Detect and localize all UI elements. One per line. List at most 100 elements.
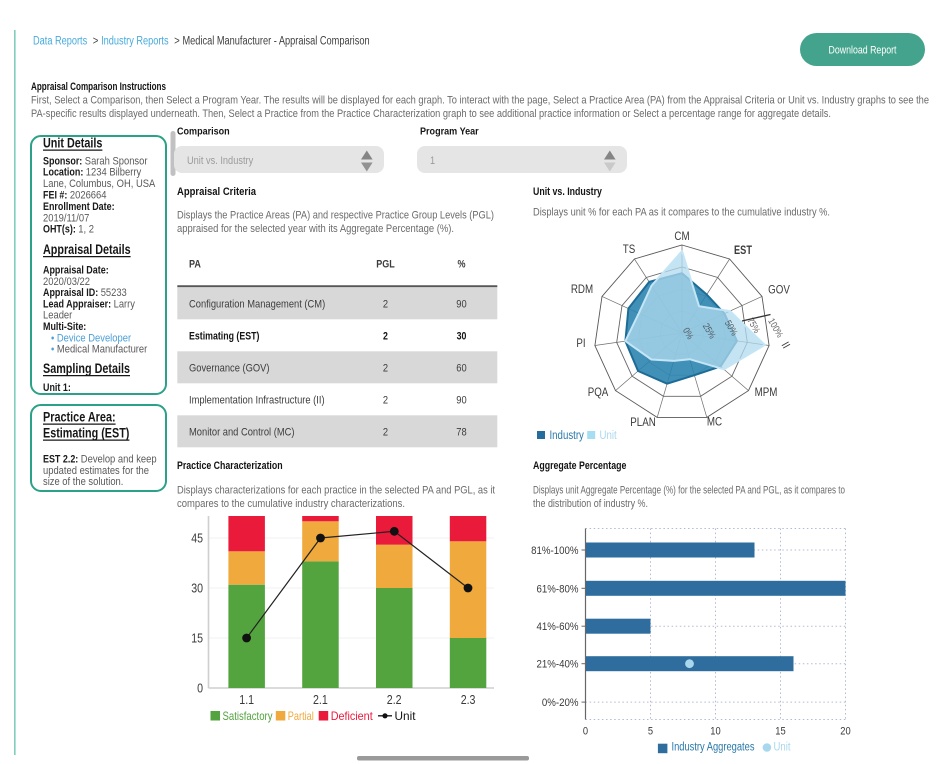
- svg-text:Industry Aggregates: Industry Aggregates: [672, 742, 755, 754]
- svg-text:Download Report: Download Report: [829, 45, 897, 57]
- svg-text:Implementation Infrastructure: Implementation Infrastructure (II): [189, 394, 325, 406]
- svg-text:Practice Area:: Practice Area:: [43, 410, 116, 425]
- svg-text:Sampling Details: Sampling Details: [43, 361, 130, 376]
- svg-text:size of the solution.: size of the solution.: [43, 476, 123, 488]
- svg-text:2: 2: [383, 362, 388, 374]
- svg-text:78: 78: [456, 426, 466, 438]
- svg-text:PA: PA: [189, 259, 201, 271]
- svg-text:CM: CM: [674, 231, 689, 243]
- svg-text:Leader: Leader: [43, 310, 73, 322]
- svg-text:Configuration Management (CM): Configuration Management (CM): [189, 298, 325, 310]
- svg-text:TS: TS: [623, 244, 636, 256]
- svg-text:Data Reports: Data Reports: [33, 36, 87, 48]
- svg-text:>: >: [93, 36, 99, 48]
- svg-text:%: %: [458, 259, 466, 271]
- svg-text:Monitor and Control (MC): Monitor and Control (MC): [189, 426, 295, 438]
- svg-text:Estimating (EST): Estimating (EST): [189, 330, 260, 342]
- svg-text:2026664: 2026664: [70, 190, 107, 202]
- svg-text:0%-20%: 0%-20%: [542, 697, 579, 709]
- svg-text:90: 90: [456, 298, 466, 310]
- svg-text:0: 0: [197, 681, 203, 695]
- svg-text:Unit: Unit: [600, 430, 618, 442]
- svg-text:2: 2: [383, 394, 388, 406]
- svg-text:Medical Manufacturer - Apprais: Medical Manufacturer - Appraisal Compari…: [183, 36, 370, 48]
- svg-text:2019/11/07: 2019/11/07: [43, 212, 89, 224]
- svg-text:30: 30: [457, 330, 467, 342]
- svg-text:the distribution of industry %: the distribution of industry %.: [533, 498, 648, 510]
- svg-text:OHT(s):: OHT(s):: [43, 224, 76, 236]
- svg-text:Industry: Industry: [550, 430, 585, 442]
- svg-text:MPM: MPM: [755, 387, 778, 399]
- svg-text:FEI #:: FEI #:: [43, 190, 67, 202]
- svg-text:1, 2: 1, 2: [78, 224, 94, 236]
- svg-text:appraised for the selected yea: appraised for the selected year with its…: [177, 223, 454, 235]
- svg-text:30: 30: [191, 581, 203, 595]
- svg-text:41%-60%: 41%-60%: [537, 621, 579, 633]
- svg-text:•: •: [51, 344, 54, 356]
- svg-text:Multi-Site:: Multi-Site:: [43, 321, 86, 333]
- svg-text:PA-specific results displayed: PA-specific results displayed underneath…: [31, 108, 831, 120]
- svg-text:10: 10: [710, 726, 720, 738]
- svg-text:45: 45: [191, 531, 203, 545]
- svg-text:1234 Bilberry: 1234 Bilberry: [86, 167, 142, 179]
- svg-text:PI: PI: [576, 338, 585, 350]
- svg-text:Unit 1:: Unit 1:: [43, 382, 71, 394]
- svg-text:First, Select a Comparison, th: First, Select a Comparison, then Select …: [31, 95, 929, 107]
- svg-text:EST: EST: [734, 245, 752, 257]
- svg-text:Aggregate Percentage: Aggregate Percentage: [533, 460, 626, 472]
- svg-text:Appraisal Comparison Instructi: Appraisal Comparison Instructions: [31, 81, 166, 93]
- svg-text:Estimating (EST): Estimating (EST): [43, 426, 129, 441]
- svg-text:Larry: Larry: [114, 298, 136, 310]
- svg-text:GOV: GOV: [768, 285, 790, 297]
- svg-text:PQA: PQA: [588, 387, 609, 399]
- svg-text:Practice Characterization: Practice Characterization: [177, 460, 283, 472]
- svg-text:2.2: 2.2: [387, 693, 402, 707]
- svg-text:Sarah Sponsor: Sarah Sponsor: [85, 155, 148, 167]
- svg-text:RDM: RDM: [571, 284, 593, 296]
- svg-text:2020/03/22: 2020/03/22: [43, 276, 90, 288]
- svg-text:15: 15: [191, 631, 203, 645]
- svg-text:Unit vs. Industry: Unit vs. Industry: [187, 155, 254, 167]
- svg-text:Location:: Location:: [43, 167, 83, 179]
- svg-text:Device Developer: Device Developer: [57, 332, 131, 344]
- svg-text:Sponsor:: Sponsor:: [43, 155, 82, 167]
- svg-text:1.1: 1.1: [239, 693, 254, 707]
- svg-text:55233: 55233: [101, 287, 127, 299]
- svg-text:Lead Appraiser:: Lead Appraiser:: [43, 298, 111, 310]
- svg-text:Medical Manufacturer: Medical Manufacturer: [57, 344, 148, 356]
- svg-text:MC: MC: [707, 417, 722, 429]
- svg-text:Unit: Unit: [395, 709, 417, 723]
- svg-text:•: •: [51, 332, 54, 344]
- svg-text:60: 60: [456, 362, 466, 374]
- svg-text:PLAN: PLAN: [630, 417, 656, 429]
- svg-text:PGL: PGL: [376, 259, 395, 271]
- svg-text:Program Year: Program Year: [420, 126, 479, 138]
- svg-text:0: 0: [583, 726, 588, 738]
- svg-text:II: II: [779, 340, 792, 351]
- svg-text:15: 15: [775, 726, 785, 738]
- svg-text:Satisfactory: Satisfactory: [223, 709, 273, 723]
- svg-text:Appraisal ID:: Appraisal ID:: [43, 287, 98, 299]
- svg-text:updated estimates for the: updated estimates for the: [43, 465, 149, 477]
- svg-text:2.3: 2.3: [461, 693, 476, 707]
- svg-text:2: 2: [383, 298, 388, 310]
- svg-text:61%-80%: 61%-80%: [537, 583, 579, 595]
- svg-text:5: 5: [648, 726, 653, 738]
- svg-text:compares to the cumulative ind: compares to the cumulative industry char…: [177, 498, 405, 510]
- svg-text:2.1: 2.1: [313, 693, 328, 707]
- svg-text:2: 2: [383, 426, 388, 438]
- svg-text:2: 2: [383, 330, 388, 342]
- svg-text:Unit vs. Industry: Unit vs. Industry: [533, 186, 603, 198]
- svg-text:90: 90: [456, 394, 466, 406]
- svg-text:Unit: Unit: [774, 742, 792, 754]
- svg-text:Displays unit Aggregate Percen: Displays unit Aggregate Percentage (%) f…: [533, 485, 845, 497]
- svg-text:81%-100%: 81%-100%: [531, 545, 579, 557]
- svg-text:Appraisal Details: Appraisal Details: [43, 242, 131, 257]
- svg-text:Industry Reports: Industry Reports: [101, 36, 169, 48]
- svg-text:20: 20: [840, 726, 850, 738]
- svg-text:Displays characterizations for: Displays characterizations for each prac…: [177, 485, 495, 497]
- svg-text:>: >: [174, 36, 180, 48]
- svg-text:Unit Details: Unit Details: [43, 136, 102, 151]
- svg-text:Governance (GOV): Governance (GOV): [189, 362, 270, 374]
- svg-text:Appraisal Date:: Appraisal Date:: [43, 265, 109, 277]
